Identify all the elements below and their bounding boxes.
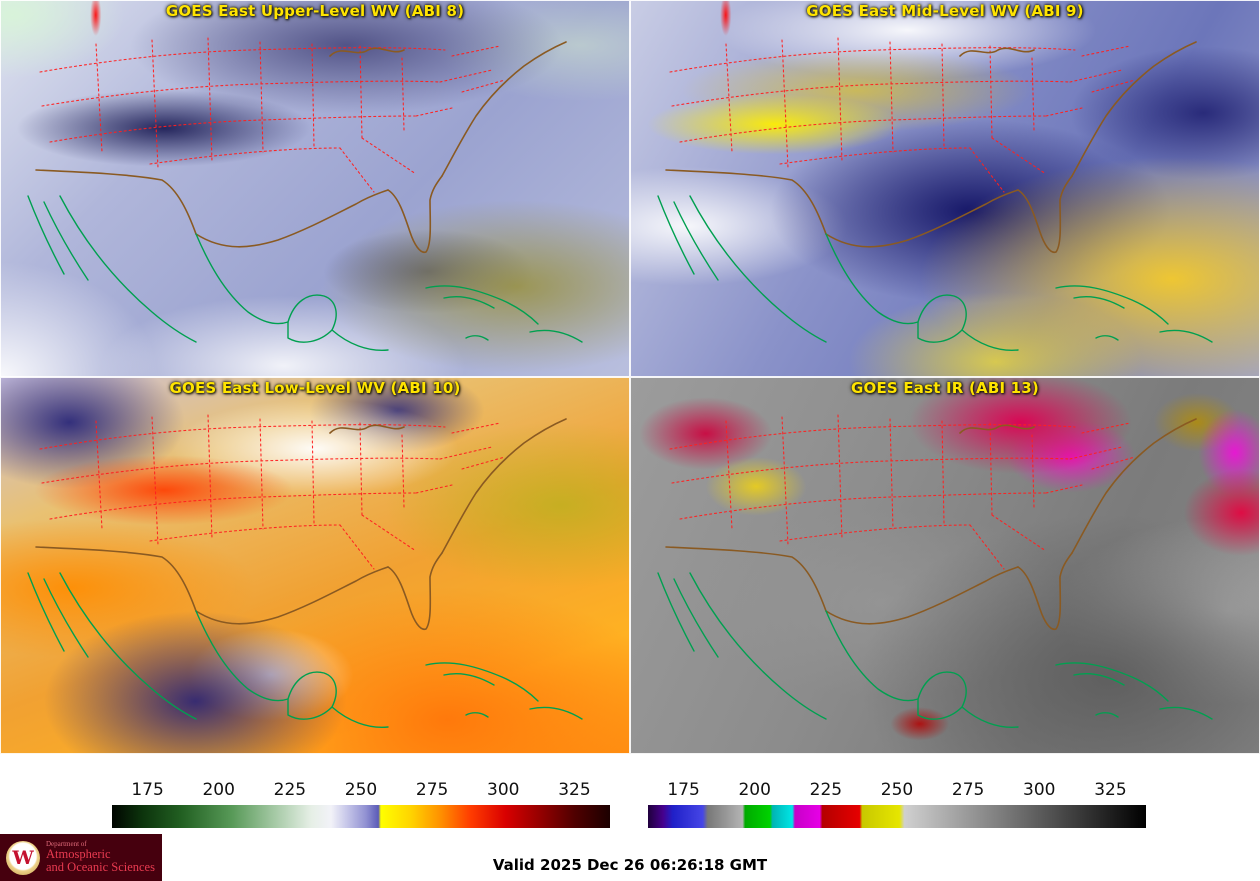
logo-dept-line: Department of	[46, 839, 87, 848]
colorbar-tick-label: 300	[487, 780, 520, 800]
colorbar-tick-label: 200	[202, 780, 235, 800]
ir-colorbar-group: 175 200 225 250 275 300 325	[648, 780, 1146, 828]
wv-colorbar-group: 175 200 225 250 275 300 325	[112, 780, 610, 828]
colorbar-tick-label: 275	[415, 780, 449, 800]
satellite-panel-upper-level-wv: GOES East Upper-Level WV (ABI 8)	[0, 0, 630, 377]
uw-crest-monogram: W	[12, 846, 34, 869]
colorbar-tick-label: 200	[738, 780, 771, 800]
logo-name-line2: and Oceanic Sciences	[46, 860, 155, 875]
colorbar-tick-label: 325	[1094, 780, 1127, 800]
map-overlay	[657, 414, 1213, 729]
satellite-panel-low-level-wv: GOES East Low-Level WV (ABI 10)	[0, 377, 630, 754]
map-overlay	[27, 37, 583, 352]
panel-title: GOES East IR (ABI 13)	[850, 379, 1039, 397]
satellite-panel-mid-level-wv: GOES East Mid-Level WV (ABI 9)	[630, 0, 1260, 377]
colorbar-tick-label: 300	[1023, 780, 1056, 800]
ir-colorbar-ticks: 175 200 225 250 275 300 325	[648, 780, 1146, 800]
satellite-panel-ir: GOES East IR (ABI 13)	[630, 377, 1260, 754]
colorbar-tick-label: 175	[667, 780, 700, 800]
panel-title: GOES East Low-Level WV (ABI 10)	[169, 379, 461, 397]
valid-timestamp: Valid 2025 Dec 26 06:26:18 GMT	[492, 856, 768, 874]
map-overlay	[657, 37, 1213, 352]
logo-name-line1: Atmospheric	[46, 847, 111, 862]
map-overlay	[27, 414, 583, 729]
colorbar-tick-label: 225	[273, 780, 307, 800]
footer: 175 200 225 250 275 300 325 175 200 225 …	[0, 754, 1260, 881]
wv-colorbar	[112, 805, 610, 828]
colorbar-tick-label: 275	[951, 780, 985, 800]
uw-crest-icon: W	[6, 840, 40, 875]
colorbar-tick-label: 250	[344, 780, 378, 800]
panel-title: GOES East Upper-Level WV (ABI 8)	[165, 2, 465, 20]
logo-text: Department of Atmospheric and Oceanic Sc…	[46, 839, 155, 875]
colorbar-tick-label: 250	[880, 780, 914, 800]
colorbar-tick-label: 225	[809, 780, 843, 800]
colorbar-tick-label: 175	[131, 780, 164, 800]
ir-colorbar	[648, 805, 1146, 828]
panel-title: GOES East Mid-Level WV (ABI 9)	[806, 2, 1084, 20]
wv-colorbar-ticks: 175 200 225 250 275 300 325	[112, 780, 610, 800]
aos-department-logo: W Department of Atmospheric and Oceanic …	[0, 834, 162, 881]
colorbar-tick-label: 325	[558, 780, 591, 800]
